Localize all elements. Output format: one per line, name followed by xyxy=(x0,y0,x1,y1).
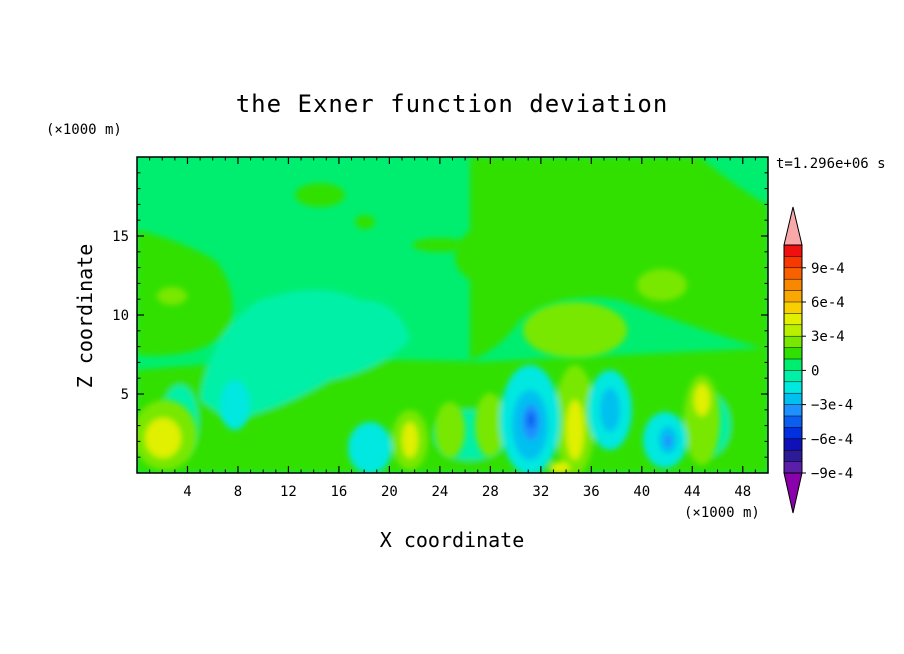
colorbar-tick-label: −9e-4 xyxy=(811,466,853,482)
blob-x45-y xyxy=(694,384,710,416)
colorbar-tick-label: 3e-4 xyxy=(811,329,845,345)
region-cyan-upper xyxy=(200,290,410,420)
chart-title: the Exner function deviation xyxy=(236,90,669,118)
colorbar-band xyxy=(784,450,802,462)
blob-yellowgreen-mid xyxy=(523,302,627,358)
colorbar-band xyxy=(784,438,802,451)
y-axis: 5 10 15 xyxy=(112,172,768,458)
y-unit-label: (×1000 m) xyxy=(46,122,122,138)
blob-x19-cyan xyxy=(348,422,392,473)
blob-x35-y xyxy=(566,400,584,460)
x-tick-label: 44 xyxy=(684,484,701,500)
contour-field xyxy=(137,157,768,473)
x-tick-label: 8 xyxy=(234,484,242,500)
blob-top-green3 xyxy=(412,238,468,252)
blob-x45-yg xyxy=(684,375,720,465)
colorbar: 9e-4 6e-4 3e-4 0 −3e-4 −6e-4 −9e-4 xyxy=(783,206,853,514)
colorbar-band xyxy=(784,347,802,360)
blob-bl-yellow xyxy=(145,418,181,458)
colorbar-band xyxy=(784,370,802,383)
blob-yellowgreen-right xyxy=(637,269,687,301)
colorbar-band xyxy=(784,416,802,428)
colorbar-band xyxy=(784,256,802,269)
blob-x42-blue xyxy=(664,435,672,447)
blob-x9-cyan xyxy=(220,380,250,430)
colorbar-tick-label: −3e-4 xyxy=(811,398,853,414)
colorbar-band xyxy=(784,324,802,337)
colorbar-band xyxy=(784,290,802,303)
y-tick-label: 15 xyxy=(112,229,129,245)
colorbar-band xyxy=(784,313,802,326)
x-tick-label: 12 xyxy=(280,484,297,500)
x-tick-label: 48 xyxy=(734,484,751,500)
y-tick-label: 5 xyxy=(121,387,129,403)
x-tick-label: 4 xyxy=(183,484,191,500)
colorbar-tick-label: 0 xyxy=(811,363,819,379)
colorbar-band xyxy=(784,267,802,280)
blob-top-green1 xyxy=(295,183,345,207)
y-axis-label: Z coordinate xyxy=(73,244,97,389)
colorbar-top-arrow xyxy=(783,206,803,246)
x-tick-label: 16 xyxy=(330,484,347,500)
colorbar-band xyxy=(784,381,802,394)
x-tick-label: 28 xyxy=(482,484,499,500)
x-tick-label: 32 xyxy=(532,484,549,500)
x-tick-label: 36 xyxy=(583,484,600,500)
colorbar-band xyxy=(784,302,802,314)
x-axis-label: X coordinate xyxy=(380,528,525,552)
colorbar-band xyxy=(784,461,802,474)
colorbar-band xyxy=(784,404,802,417)
blob-yellowgreen-left xyxy=(157,287,187,305)
x-tick-label: 24 xyxy=(431,484,448,500)
x-tick-label: 20 xyxy=(381,484,398,500)
blob-x33-yg-bottom xyxy=(550,462,570,473)
blob-x38-light xyxy=(600,388,620,432)
colorbar-tick-label: 9e-4 xyxy=(811,261,845,277)
blob-x24-yg xyxy=(435,402,465,458)
blob-x28-yg xyxy=(475,393,505,457)
blob-x31-darkblue xyxy=(527,412,535,428)
x-unit-label: (×1000 m) xyxy=(684,505,760,521)
colorbar-bottom-arrow xyxy=(783,472,803,514)
colorbar-band xyxy=(784,336,802,348)
colorbar-band xyxy=(784,359,802,371)
blob-top-green2 xyxy=(355,215,375,229)
region-upper-right-green xyxy=(455,157,768,360)
colorbar-band xyxy=(784,245,802,257)
colorbar-band xyxy=(784,279,802,291)
x-tick-label: 40 xyxy=(633,484,650,500)
x-axis: 4 8 12 16 20 24 28 32 36 40 44 48 xyxy=(149,157,756,500)
y-tick-label: 10 xyxy=(112,308,129,324)
blob-x20-y xyxy=(402,422,418,458)
colorbar-band xyxy=(784,393,802,405)
time-label: t=1.296e+06 s xyxy=(776,156,886,172)
colorbar-tick-label: −6e-4 xyxy=(811,432,853,448)
colorbar-tick-label: 6e-4 xyxy=(811,295,845,311)
colorbar-band xyxy=(784,427,802,440)
